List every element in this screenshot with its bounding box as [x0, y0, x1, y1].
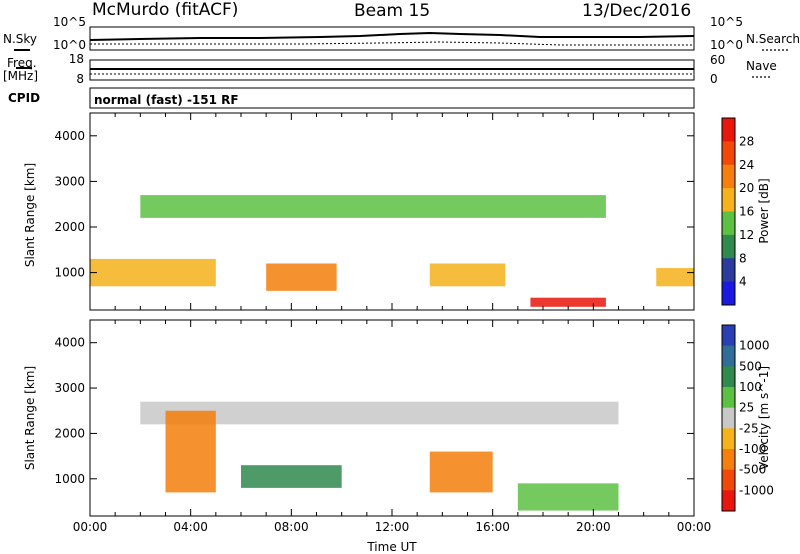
nsearch-trace — [90, 41, 694, 46]
nsky-trace — [89, 31, 695, 41]
power-colorbar-swatch-7 — [722, 281, 735, 306]
velocity-colorbar-frame — [721, 324, 736, 512]
velocity-xtick-label-5: 20:00 — [576, 520, 611, 534]
velocity-colorbar-swatch-3 — [722, 387, 735, 409]
nsky-tick-top: 10^5 — [53, 15, 86, 29]
power-region-5 — [656, 268, 694, 287]
velocity-colorbar-tick-1: 500 — [739, 359, 762, 373]
velocity-colorbar-tick-5: -100 — [739, 442, 766, 456]
power-ytick-label-1: 2000 — [54, 220, 85, 234]
velocity-colorbar-tick-6: -500 — [739, 463, 766, 477]
power-region-0 — [140, 195, 606, 218]
velocity-xtick-label-0: 00:00 — [73, 520, 108, 534]
velocity-colorbar-swatch-8 — [722, 490, 735, 512]
freq-tick-top: 18 — [69, 52, 84, 66]
cpid-frame — [89, 87, 695, 109]
power-colorbar-swatch-5 — [722, 234, 735, 259]
power-colorbar-tick-3: 16 — [739, 205, 754, 219]
velocity-ytick-label-2: 3000 — [54, 381, 85, 395]
power-colorbar-swatch-1 — [722, 141, 735, 166]
nave-tick-bottom: 0 — [710, 72, 718, 86]
power-ytick-label-2: 3000 — [54, 174, 85, 188]
nave-tick-top: 60 — [710, 53, 725, 67]
freq-unit-label: [MHz] — [3, 69, 38, 83]
power-ytick-label-0: 1000 — [54, 266, 85, 280]
power-colorbar-swatch-3 — [722, 188, 735, 212]
nsearch-tick-bottom: 10^0 — [710, 38, 743, 52]
velocity-region-4 — [517, 483, 619, 511]
velocity-colorbar-swatch-7 — [722, 469, 735, 491]
cpid-text: normal (fast) -151 RF — [94, 93, 239, 107]
power-colorbar-swatch-0 — [722, 118, 735, 142]
freq-tick-bottom: 8 — [76, 72, 84, 86]
power-colorbar-tick-5: 8 — [739, 251, 747, 265]
beam-title: Beam 15 — [354, 1, 430, 21]
velocity-ytick-label-0: 1000 — [54, 472, 85, 486]
nave-label: Nave — [746, 59, 777, 73]
power-y-axis-label: Slant Range [km] — [23, 163, 37, 267]
power-colorbar-tick-6: 4 — [739, 275, 747, 289]
power-colorbar-swatch-2 — [722, 164, 735, 189]
velocity-colorbar-swatch-2 — [722, 366, 735, 388]
power-colorbar-tick-2: 20 — [739, 181, 754, 195]
velocity-colorbar-swatch-6 — [722, 449, 735, 471]
velocity-region-1 — [165, 410, 216, 493]
nsky-label: N.Sky — [3, 32, 37, 46]
power-region-3 — [429, 263, 506, 287]
nsearch-tick-top: 10^5 — [710, 15, 743, 29]
power-colorbar-tick-0: 28 — [739, 134, 754, 148]
power-panel: 1000 2000 3000 4000 Slant Range [km] 28 24 20… — [23, 112, 771, 311]
station-title: McMurdo (fitACF) — [92, 0, 238, 20]
velocity-xtick-label-4: 16:00 — [475, 520, 510, 534]
velocity-y-axis-label: Slant Range [km] — [23, 366, 37, 470]
noise-strip-frame — [89, 26, 695, 51]
velocity-ytick-label-3: 4000 — [54, 336, 85, 350]
power-colorbar-tick-1: 24 — [739, 158, 754, 172]
power-colorbar-frame — [721, 117, 736, 306]
velocity-region-0 — [140, 401, 619, 425]
velocity-panel: 1000 2000 3000 4000 00:00 04:00 08:00 12:00 16:… — [23, 319, 774, 554]
nsearch-label: N.Search — [746, 32, 800, 46]
velocity-region-3 — [429, 451, 493, 493]
velocity-colorbar-tick-0: 1000 — [739, 339, 770, 353]
velocity-colorbar-tick-2: 100 — [739, 380, 762, 394]
velocity-ytick-label-1: 2000 — [54, 426, 85, 440]
power-region-4 — [530, 297, 606, 307]
freq-label: Freq. — [7, 56, 37, 70]
x-axis-label: Time UT — [366, 540, 417, 554]
date-title: 13/Dec/2016 — [582, 1, 691, 21]
power-region-1 — [90, 258, 216, 287]
power-colorbar-swatch-6 — [722, 258, 735, 283]
power-colorbar-tick-4: 12 — [739, 228, 754, 242]
velocity-colorbar-tick-4: -25 — [739, 421, 759, 435]
velocity-region-2 — [241, 465, 342, 488]
velocity-xtick-label-1: 04:00 — [173, 520, 208, 534]
velocity-colorbar-swatch-0 — [722, 325, 735, 347]
velocity-colorbar-tick-7: -1000 — [739, 483, 774, 497]
velocity-colorbar-swatch-1 — [722, 345, 735, 367]
velocity-colorbar-label: Velocity [m s^-1] — [757, 366, 771, 470]
power-ytick-label-3: 4000 — [54, 129, 85, 143]
velocity-xtick-label-6: 00:00 — [677, 520, 712, 534]
power-colorbar-label: Power [dB] — [757, 178, 771, 243]
nsky-tick-bottom: 10^0 — [53, 38, 86, 52]
velocity-colorbar-swatch-5 — [722, 428, 735, 450]
velocity-colorbar-tick-3: 25 — [739, 401, 754, 415]
velocity-colorbar-swatch-4 — [722, 407, 735, 429]
power-colorbar-swatch-4 — [722, 211, 735, 236]
velocity-xtick-label-2: 08:00 — [274, 520, 309, 534]
power-region-2 — [266, 263, 337, 291]
velocity-xtick-label-3: 12:00 — [375, 520, 410, 534]
cpid-label: CPID — [8, 91, 40, 105]
